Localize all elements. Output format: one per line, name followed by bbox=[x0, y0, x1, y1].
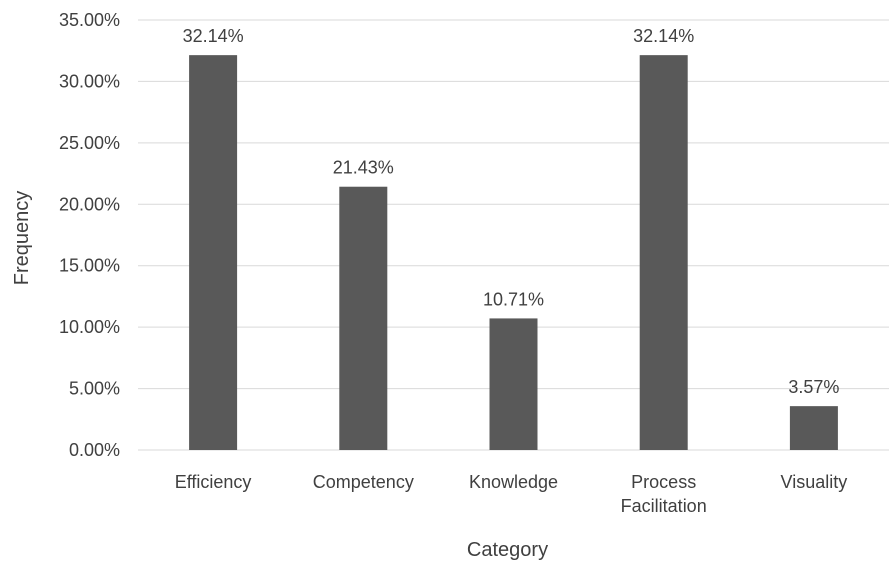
y-tick-label: 20.00% bbox=[59, 194, 120, 214]
bar bbox=[189, 55, 238, 450]
data-labels: 32.14% 21.43% 10.71% 32.14% 3.57% bbox=[183, 26, 840, 397]
y-tick-label: 15.00% bbox=[59, 256, 120, 276]
y-tick-labels: 0.00% 5.00% 10.00% 15.00% 20.00% 25.00% 30.00%… bbox=[59, 10, 120, 460]
y-tick-label: 5.00% bbox=[69, 379, 120, 399]
y-tick-label: 30.00% bbox=[59, 71, 120, 91]
bar bbox=[789, 406, 838, 450]
category-label: Efficiency bbox=[175, 472, 252, 492]
data-label: 10.71% bbox=[483, 289, 544, 309]
category-label: Competency bbox=[313, 472, 414, 492]
y-axis-title: Frequency bbox=[11, 191, 33, 286]
y-tick-label: 35.00% bbox=[59, 10, 120, 30]
bar bbox=[339, 186, 388, 450]
data-label: 32.14% bbox=[633, 26, 694, 46]
y-tick-label: 25.00% bbox=[59, 133, 120, 153]
category-label: Process Facilitation bbox=[621, 472, 707, 516]
data-label: 32.14% bbox=[183, 26, 244, 46]
data-label: 3.57% bbox=[788, 377, 839, 397]
category-label: Knowledge bbox=[469, 472, 558, 492]
bars bbox=[189, 55, 838, 450]
category-labels: Efficiency Competency Knowledge Process Faci… bbox=[175, 472, 848, 516]
category-label: Visuality bbox=[781, 472, 848, 492]
bar bbox=[639, 55, 688, 450]
y-tick-label: 10.00% bbox=[59, 317, 120, 337]
x-axis-title: Category bbox=[467, 539, 548, 561]
data-label: 21.43% bbox=[333, 158, 394, 178]
y-tick-label: 0.00% bbox=[69, 440, 120, 460]
bar bbox=[489, 318, 538, 450]
